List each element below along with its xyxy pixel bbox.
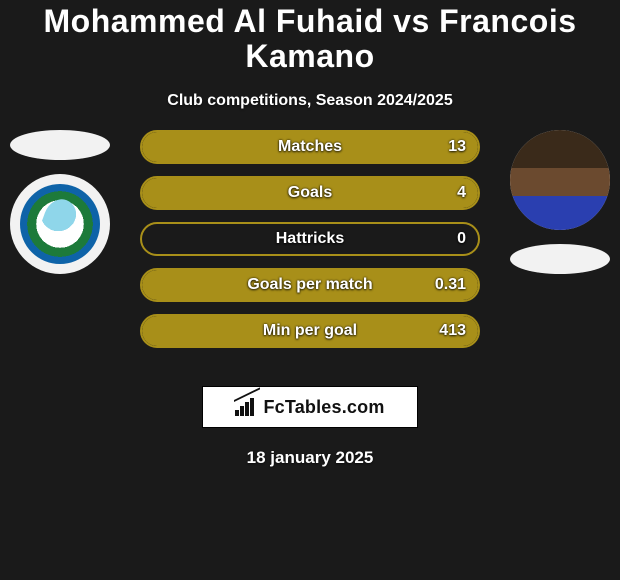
- page-subtitle: Club competitions, Season 2024/2025: [0, 92, 620, 110]
- bar-chart-icon: [235, 398, 257, 416]
- stat-bar: Hattricks0: [140, 222, 480, 256]
- stat-value-right: 0: [457, 230, 466, 248]
- page-title: Mohammed Al Fuhaid vs Francois Kamano: [0, 4, 620, 74]
- player-right-photo: [510, 130, 610, 230]
- compare-area: Matches13 Goals4 Hattricks0 Goals per match…: [0, 130, 620, 360]
- stat-bars: Matches13 Goals4 Hattricks0 Goals per match…: [140, 130, 480, 360]
- stat-bar: Goals4: [140, 176, 480, 210]
- stat-value-right: 4: [457, 184, 466, 202]
- stat-label: Goals per match: [142, 276, 478, 294]
- player-right-flag-placeholder: [510, 244, 610, 274]
- stat-label: Hattricks: [142, 230, 478, 248]
- stat-bar: Goals per match0.31: [140, 268, 480, 302]
- stat-value-right: 0.31: [435, 276, 466, 294]
- player-right-column: [500, 130, 620, 360]
- stat-value-right: 13: [448, 138, 466, 156]
- comparison-infographic: Mohammed Al Fuhaid vs Francois Kamano Cl…: [0, 0, 620, 580]
- stat-label: Goals: [142, 184, 478, 202]
- stat-label: Min per goal: [142, 322, 478, 340]
- player-left-club-badge: [10, 174, 110, 274]
- brand-text: FcTables.com: [263, 397, 384, 418]
- stat-bar: Matches13: [140, 130, 480, 164]
- brand-box: FcTables.com: [202, 386, 418, 428]
- infographic-date: 18 january 2025: [0, 448, 620, 468]
- alfateh-badge-icon: [20, 184, 100, 264]
- stat-bar: Min per goal413: [140, 314, 480, 348]
- player-left-column: [0, 130, 120, 360]
- stat-value-right: 413: [439, 322, 466, 340]
- player-left-flag-placeholder: [10, 130, 110, 160]
- stat-label: Matches: [142, 138, 478, 156]
- player-head-icon: [510, 130, 610, 230]
